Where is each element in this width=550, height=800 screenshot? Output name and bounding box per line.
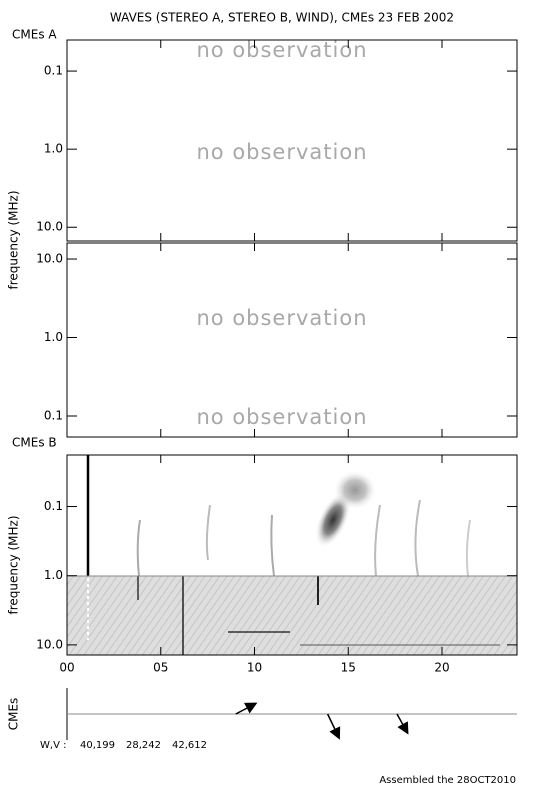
y-tick-label: 1.0 xyxy=(44,568,63,582)
annotation: no observation xyxy=(196,38,367,62)
y-tick-label: 1.0 xyxy=(44,142,63,156)
cme-arrow xyxy=(326,713,341,740)
y-tick-label: 1.0 xyxy=(44,330,63,344)
chart-title: WAVES (STEREO A, STEREO B, WIND), CMEs 2… xyxy=(110,11,454,25)
y-tick-label: 10.0 xyxy=(36,220,63,234)
y-axis-label: frequency (MHz) xyxy=(7,515,21,614)
y-axis-label: frequency (MHz) xyxy=(7,190,21,289)
panel-frame xyxy=(66,39,518,242)
y-tick-label: 10.0 xyxy=(36,252,63,266)
y-tick-label: 0.1 xyxy=(44,64,63,78)
x-tick-label: 00 xyxy=(59,661,74,675)
wv-value: 40,199 xyxy=(80,740,115,751)
y-tick-label: 10.0 xyxy=(36,637,63,651)
x-tick-label: 10 xyxy=(247,661,262,675)
panel-label: CMEs B xyxy=(12,436,57,450)
wv-value: 28,242 xyxy=(126,740,161,751)
x-tick-label: 05 xyxy=(153,661,168,675)
wv-value: 42,612 xyxy=(172,740,207,751)
wv-label: W,V : xyxy=(40,740,66,751)
annotation: no observation xyxy=(196,140,367,164)
y-tick-label: 0.1 xyxy=(44,499,63,513)
annotation: no observation xyxy=(196,405,367,429)
x-tick-label: 15 xyxy=(341,661,356,675)
annotation: no observation xyxy=(196,306,367,330)
panel-frame xyxy=(66,454,518,656)
footer: Assembled the 28OCT2010 xyxy=(379,775,516,786)
spectrogram-image xyxy=(67,455,517,655)
cme-arrow xyxy=(396,713,409,735)
panel-frame xyxy=(66,242,518,438)
cme-axis-label: CMEs xyxy=(7,698,21,731)
y-tick-label: 0.1 xyxy=(44,408,63,422)
x-tick-label: 20 xyxy=(434,661,449,675)
panel-label: CMEs A xyxy=(12,28,57,42)
cme-arrow xyxy=(235,702,258,715)
